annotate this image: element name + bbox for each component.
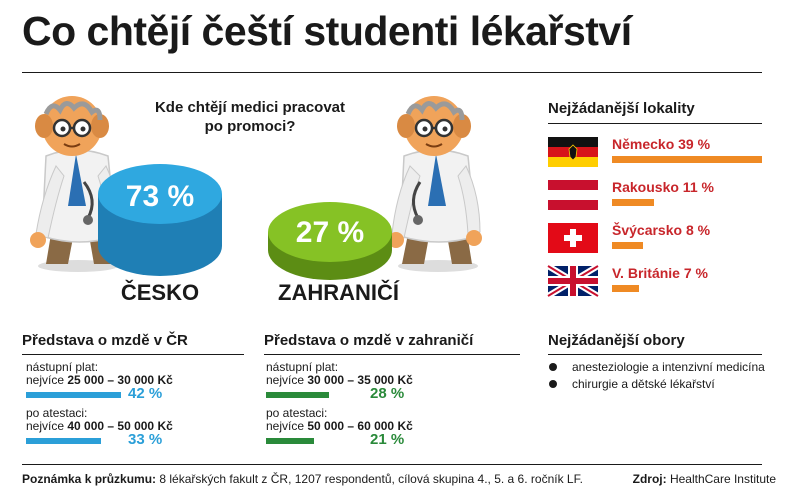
switzerland-flag-icon xyxy=(548,223,598,253)
fields-divider xyxy=(548,354,762,355)
salary-abroad-row1-range: nejvíce 30 000 – 35 000 Kč xyxy=(266,373,413,387)
salary-cz-row2-bar xyxy=(26,438,101,444)
location-bar-germany xyxy=(612,156,762,163)
location-label-uk: V. Británie 7 % xyxy=(612,265,708,281)
cesko-cylinder: 73 % xyxy=(98,164,222,276)
salary-cz-title: Představa o mzdě v ČR xyxy=(22,332,188,349)
zahranici-label: ZAHRANIČÍ xyxy=(278,280,399,305)
salary-abroad-row1-bar xyxy=(266,392,329,398)
bullet-icon xyxy=(549,363,557,371)
germany-flag-icon xyxy=(548,137,598,167)
salary-abroad-row1-label: nástupní plat: xyxy=(266,360,339,374)
doctor-right-illustration xyxy=(388,96,482,272)
salary-cz-row2-label: po atestaci: xyxy=(26,406,88,420)
location-bar-switzerland xyxy=(612,242,643,249)
salary-cz-row1-bar xyxy=(26,392,121,398)
salary-cz-row1-pct: 42 % xyxy=(128,385,163,402)
salary-cz-divider xyxy=(22,354,244,355)
salary-abroad-divider xyxy=(264,354,520,355)
salary-abroad-row1-pct: 28 % xyxy=(370,385,405,402)
salary-cz-row2-range: nejvíce 40 000 – 50 000 Kč xyxy=(26,419,173,433)
question-text: Kde chtějí medici pracovat po promoci? xyxy=(154,99,346,135)
zahranici-cylinder: 27 % xyxy=(268,202,392,280)
location-bar-uk xyxy=(612,285,639,292)
title-divider xyxy=(22,72,762,73)
locations-divider xyxy=(548,123,762,124)
austria-flag-icon xyxy=(548,180,598,210)
cesko-label: ČESKO xyxy=(120,280,200,305)
page-title: Co chtějí čeští studenti lékařství xyxy=(22,8,632,54)
salary-abroad-row2-bar xyxy=(266,438,314,444)
salary-abroad-row2-pct: 21 % xyxy=(370,431,405,448)
bullet-icon xyxy=(549,380,557,388)
uk-flag-icon xyxy=(546,263,600,299)
footer-divider xyxy=(22,464,762,465)
survey-note: Poznámka k průzkumu: 8 lékařských fakult… xyxy=(22,472,583,486)
field-item: chirurgie a dětské lékařství xyxy=(572,377,715,391)
location-bar-austria xyxy=(612,199,654,206)
locations-title: Nejžádanější lokality xyxy=(548,100,695,117)
cesko-value: 73 % xyxy=(126,180,194,213)
salary-cz-row1-label: nástupní plat: xyxy=(26,360,99,374)
salary-cz-row2-pct: 33 % xyxy=(128,431,163,448)
salary-abroad-title: Představa o mzdě v zahraničí xyxy=(264,332,474,349)
location-label-germany: Německo 39 % xyxy=(612,136,711,152)
salary-abroad-row2-label: po atestaci: xyxy=(266,406,328,420)
location-label-austria: Rakousko 11 % xyxy=(612,179,714,195)
location-label-switzerland: Švýcarsko 8 % xyxy=(612,222,711,238)
salary-cz-row1-range: nejvíce 25 000 – 30 000 Kč xyxy=(26,373,173,387)
source-note: Zdroj: HealthCare Institute xyxy=(632,472,776,486)
fields-title: Nejžádanější obory xyxy=(548,332,685,349)
zahranici-value: 27 % xyxy=(296,216,364,249)
salary-abroad-row2-range: nejvíce 50 000 – 60 000 Kč xyxy=(266,419,413,433)
field-item: anesteziologie a intenzivní medicína xyxy=(572,360,765,374)
